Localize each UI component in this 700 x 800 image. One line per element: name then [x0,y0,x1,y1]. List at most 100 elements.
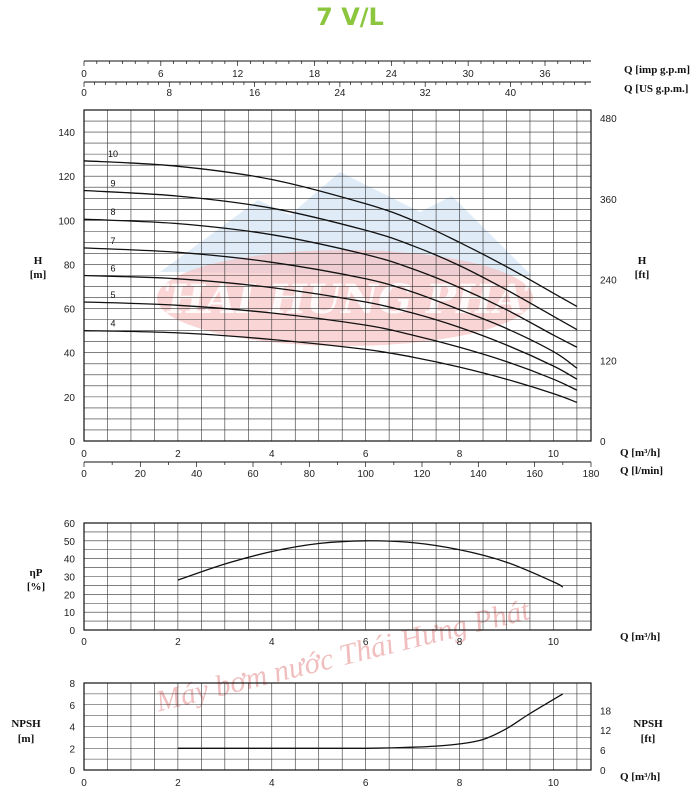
y-tick-label-ft: 120 [600,356,617,367]
y-tick-label-m: 100 [58,216,75,227]
head-curve-10 [83,160,578,307]
x-tick-label-lmin: 100 [357,469,374,480]
x-tick-label-npsh: 0 [81,778,87,789]
y-tick-label-eff: 20 [64,590,76,601]
x-tick-label-lmin: 160 [526,469,543,480]
curve-label-8: 8 [110,207,115,217]
tick-label-imp-gpm: 24 [386,69,398,80]
tick-label-imp-gpm: 36 [539,69,551,80]
tick-label-us-gpm: 0 [81,88,87,99]
curve-label-5: 5 [110,290,115,300]
y-tick-label-ft: 0 [600,437,606,448]
y-tick-label-eff: 40 [64,555,76,566]
x-tick-label-m3h: 2 [175,449,181,460]
tick-label-us-gpm: 16 [249,88,261,99]
curve-label-9: 9 [110,179,115,189]
x-axis-label-m3h: Q [m³/h] [620,447,660,459]
x-axis-label-lmin: Q [l/min] [620,465,663,477]
x-tick-label-m3h: 0 [81,449,87,460]
tick-label-imp-gpm: 18 [309,69,321,80]
head-curve-5 [83,301,578,391]
y-tick-label-m: 120 [58,172,75,183]
y-axis-unit-right: [ft] [635,269,650,281]
y-tick-label-eff: 60 [64,519,76,530]
y-tick-label-eff: 0 [69,626,75,637]
head-curve-9 [83,189,578,331]
y-axis-label-eff: ηP [30,567,43,579]
head-chart: 0 6 12 18 24 30 36 Q [imp g.p.m]0 8 16 24 32 40 Q [US… [30,60,690,480]
plot-frame [83,522,592,631]
y-tick-label-eff: 50 [64,537,76,548]
curve-label-6: 6 [110,264,115,274]
y-axis-unit: [m] [30,269,47,281]
head-curve-7 [83,247,578,369]
x-tick-label-lmin: 140 [470,469,487,480]
head-curve-8 [83,218,578,348]
efficiency-curve [177,540,564,588]
x-tick-label-m3h: 6 [363,449,369,460]
y-axis-unit-npsh-right: [ft] [641,733,656,745]
npsh-curve [177,693,564,749]
tick-label-us-gpm: 8 [167,88,173,99]
x-tick-label-lmin: 120 [414,469,431,480]
y-tick-label-m: 140 [58,128,75,139]
y-tick-label-npsh-ft: 0 [600,766,606,777]
y-tick-label-npsh-ft: 12 [600,726,612,737]
x-axis-label-eff: Q [m³/h] [620,631,660,643]
tick-label-imp-gpm: 0 [81,69,87,80]
y-tick-label-npsh-m: 8 [69,679,75,690]
tick-label-us-gpm: 32 [420,88,432,99]
x-tick-label-lmin: 40 [191,469,203,480]
head-curve-6 [83,274,578,380]
y-tick-label-ft: 240 [600,276,617,287]
axis-label-us-gpm: Q [US g.p.m.] [624,83,688,95]
x-tick-label-m3h: 8 [457,449,463,460]
x-tick-label-eff: 0 [81,637,87,648]
tick-label-imp-gpm: 12 [232,69,244,80]
y-axis-unit-npsh: [m] [18,733,35,745]
x-tick-label-eff: 10 [548,637,560,648]
y-tick-label-m: 60 [64,305,76,316]
x-tick-label-npsh: 6 [363,778,369,789]
npsh-chart: 0 2 4 6 8 0 6 12 18 0 2 4 6 8 10 NPSH [m] NPSH [ft] Q [m³/h… [11,679,663,789]
x-tick-label-eff: 4 [269,637,275,648]
y-tick-label-npsh-m: 6 [69,701,75,712]
y-axis-unit-eff: [%] [27,581,45,593]
x-tick-label-lmin: 80 [304,469,316,480]
plot-frame [83,682,592,771]
x-tick-label-lmin: 180 [583,469,600,480]
x-tick-label-m3h: 10 [548,449,560,460]
y-tick-label-npsh-m: 4 [69,723,75,734]
y-tick-label-ft: 480 [600,114,617,125]
curve-label-4: 4 [110,319,115,329]
x-tick-label-m3h: 4 [269,449,275,460]
x-tick-label-npsh: 8 [457,778,463,789]
chart-title: 7 V/L [316,3,384,31]
y-tick-label-m: 40 [64,349,76,360]
y-tick-label-m: 80 [64,260,76,271]
tick-label-us-gpm: 24 [334,88,346,99]
y-axis-label: H [34,255,43,267]
x-tick-label-eff: 8 [457,637,463,648]
tick-label-imp-gpm: 6 [158,69,164,80]
y-tick-label-m: 0 [69,437,75,448]
y-tick-label-npsh-m: 0 [69,766,75,777]
tick-label-us-gpm: 40 [505,88,517,99]
y-axis-label-npsh-right: NPSH [633,718,663,730]
y-tick-label-npsh-ft: 6 [600,746,606,757]
x-tick-label-eff: 2 [175,637,181,648]
curve-label-10: 10 [108,149,118,159]
x-tick-label-lmin: 60 [247,469,259,480]
x-tick-label-npsh: 2 [175,778,181,789]
efficiency-chart: 0 10 20 30 40 50 60 0 2 4 6 8 10 ηP [%] Q [m³/h] [27,519,660,648]
tick-label-imp-gpm: 30 [463,69,475,80]
x-axis-label-npsh: Q [m³/h] [620,771,660,783]
y-tick-label-eff: 10 [64,608,76,619]
curve-label-7: 7 [110,236,115,246]
y-tick-label-m: 20 [64,393,76,404]
y-tick-label-npsh-m: 2 [69,744,75,755]
y-tick-label-ft: 360 [600,195,617,206]
axis-label-imp-gpm: Q [imp g.p.m] [624,64,690,76]
y-tick-label-eff: 30 [64,573,76,584]
